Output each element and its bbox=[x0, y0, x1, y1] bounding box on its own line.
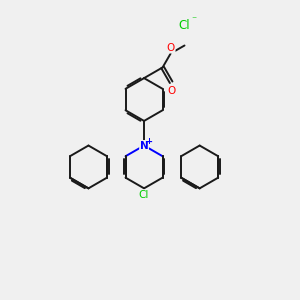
Text: ⁻: ⁻ bbox=[192, 16, 197, 26]
Text: +: + bbox=[145, 137, 152, 146]
Text: O: O bbox=[167, 86, 175, 96]
Text: Cl: Cl bbox=[139, 190, 149, 200]
Text: Cl: Cl bbox=[178, 19, 190, 32]
Text: O: O bbox=[167, 43, 175, 53]
Text: N: N bbox=[140, 140, 148, 151]
